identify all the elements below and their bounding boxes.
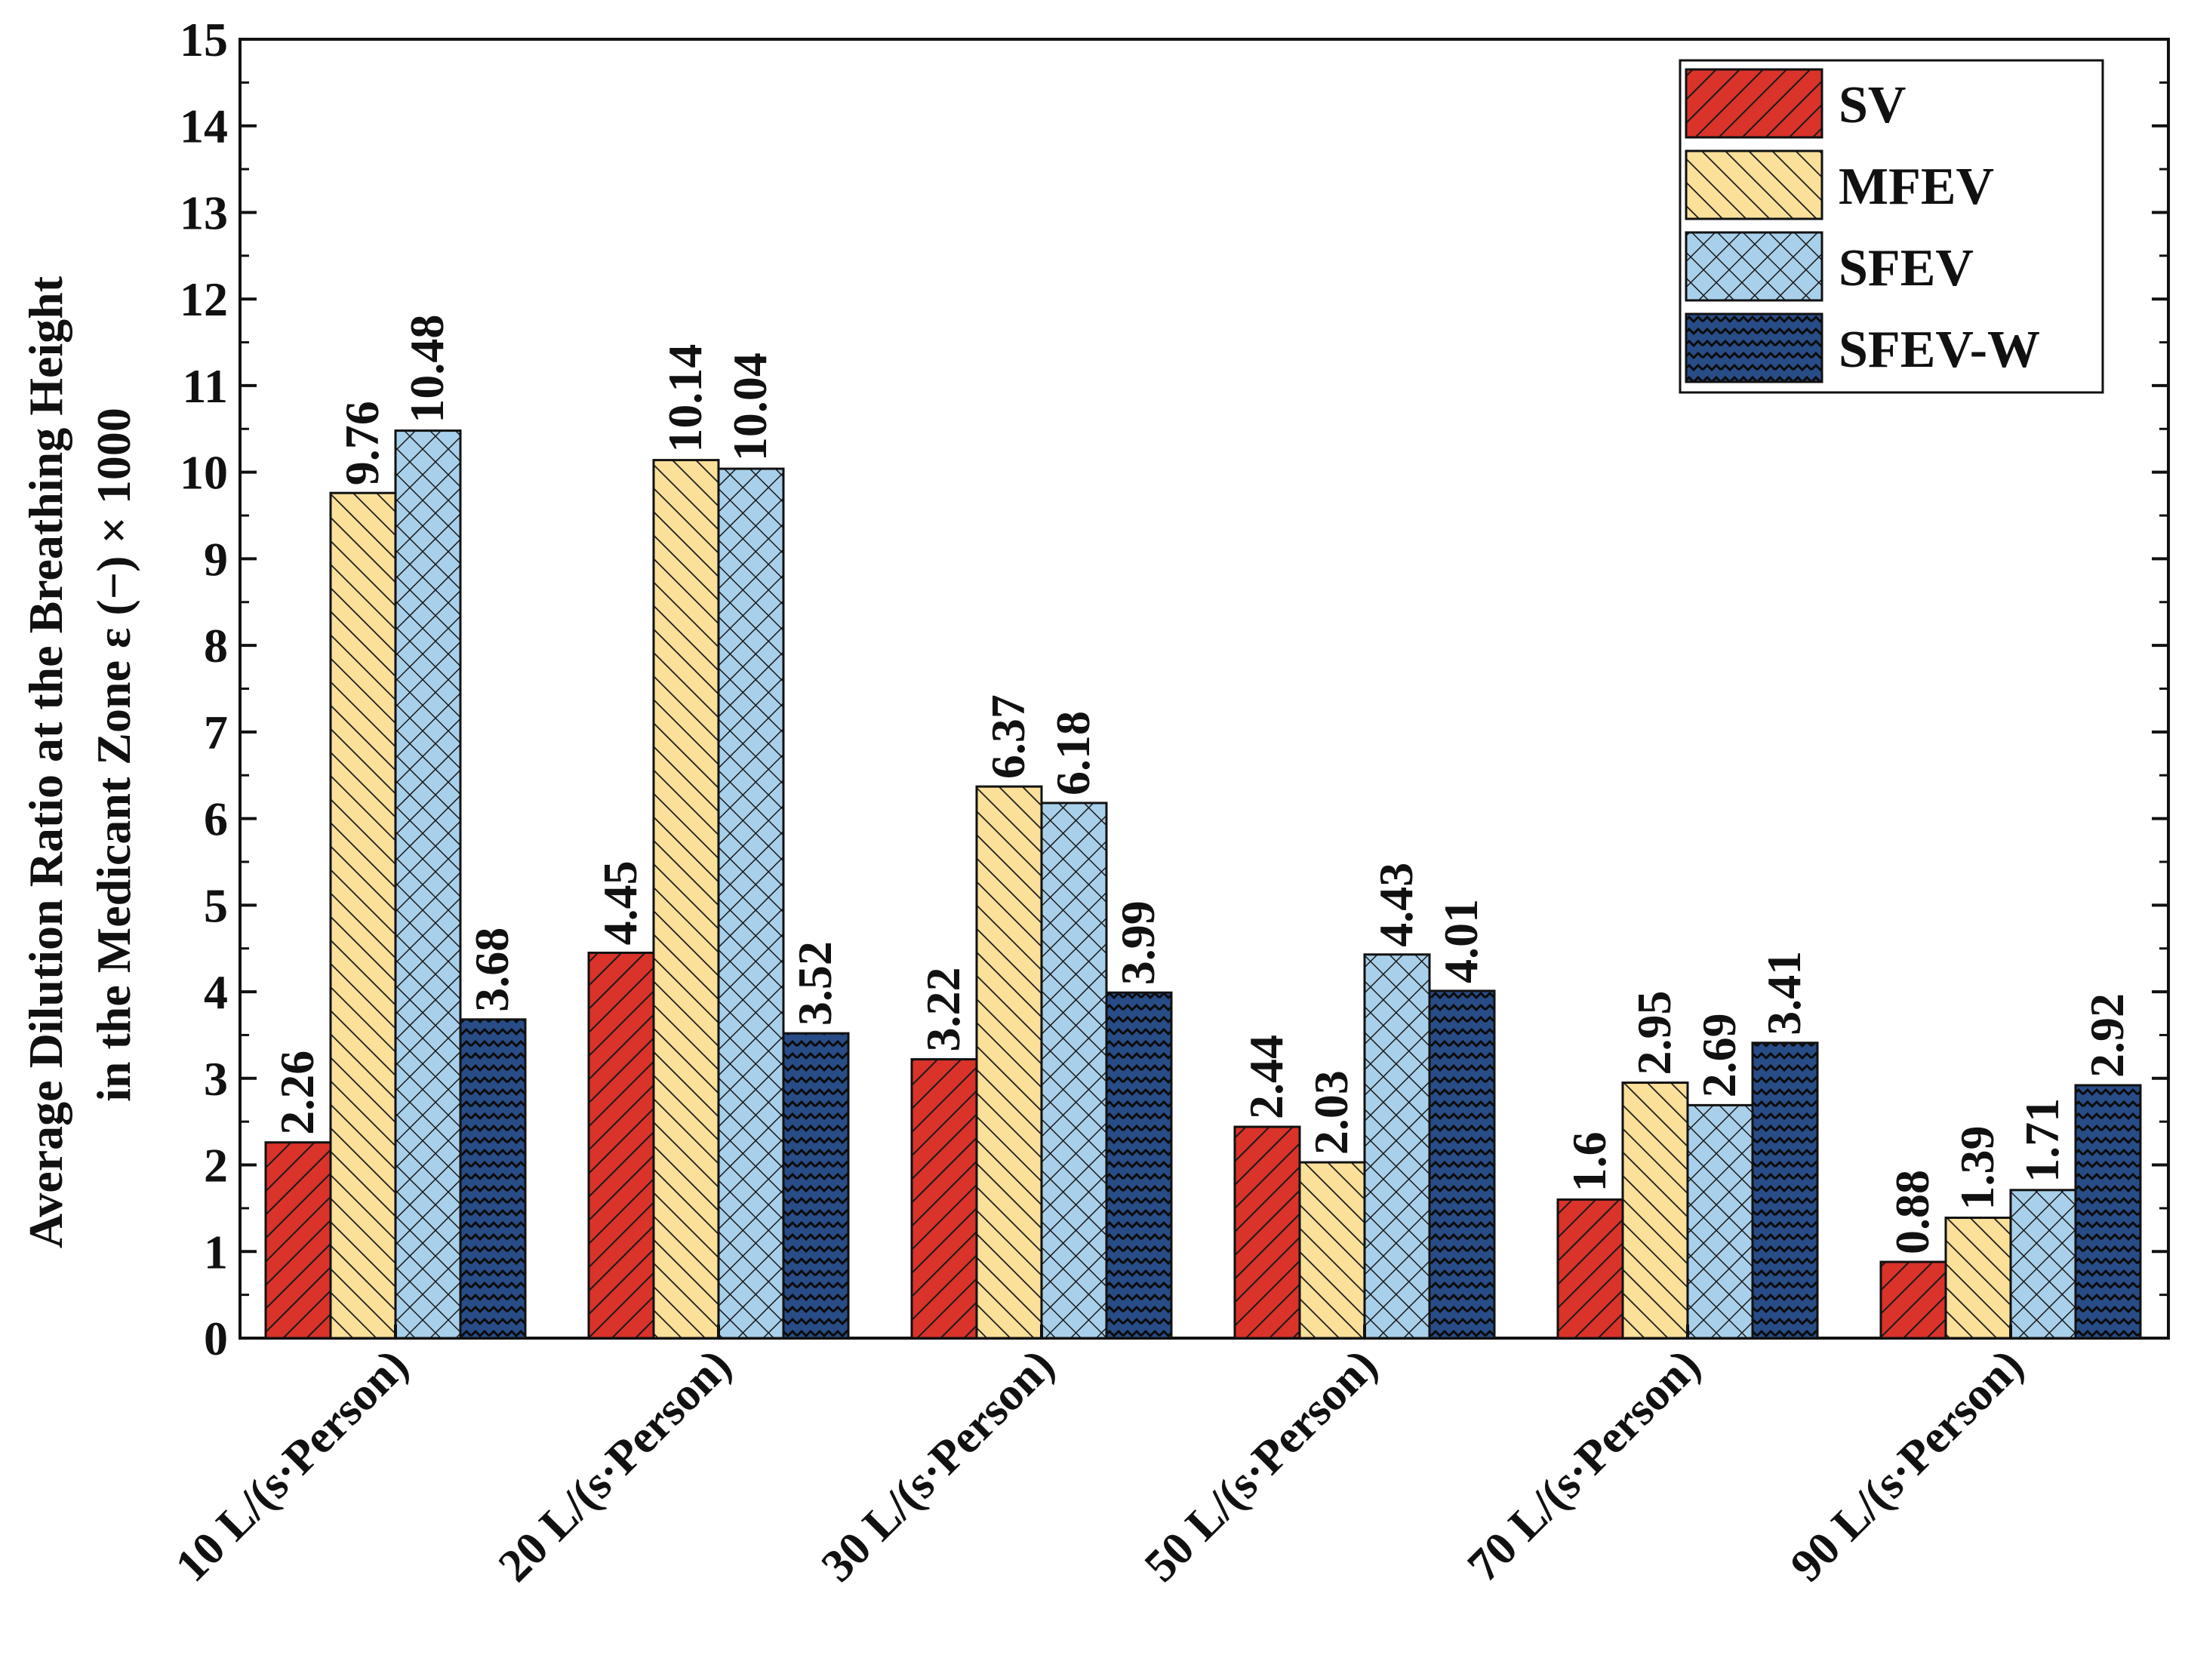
bar-sv-3 (910, 1058, 978, 1340)
y-axis-title-line-2: in the Medicant Zone ε (−) × 1000 (87, 408, 140, 1102)
bar-mfev-3 (975, 785, 1043, 1340)
legend-swatch-sfev (1685, 231, 1823, 302)
data-label: 2.26 (270, 1051, 324, 1135)
data-label: 1.6 (1562, 1131, 1616, 1192)
y-tick-label: 11 (183, 359, 228, 413)
bar-sfev-w-1 (459, 1018, 527, 1340)
bar-sv-6 (1879, 1260, 1947, 1340)
bar-mfev-1 (329, 491, 397, 1340)
y-tick-label: 8 (204, 619, 228, 672)
bar-sfev-2 (717, 467, 785, 1340)
y-tick-label: 7 (204, 706, 228, 759)
y-tick-label: 12 (180, 272, 228, 326)
data-label: 4.45 (593, 860, 647, 945)
data-label: 2.95 (1627, 991, 1681, 1075)
data-label: 10.48 (400, 315, 454, 423)
data-label: 4.43 (1369, 863, 1423, 947)
bar-sfev-w-6 (2074, 1084, 2142, 1340)
data-label: 10.14 (658, 344, 712, 453)
legend-swatch-mfev (1685, 149, 1823, 220)
legend-label-sfev-w: SFEV-W (1839, 321, 2040, 379)
legend-swatch-sv (1685, 68, 1823, 139)
data-label: 3.52 (788, 941, 842, 1026)
y-tick-label: 14 (180, 100, 228, 153)
legend-label-mfev: MFEV (1839, 158, 1994, 216)
data-label: 10.04 (723, 352, 777, 461)
data-label: 2.92 (2080, 993, 2134, 1078)
y-tick-label: 2 (204, 1139, 228, 1192)
bar-sfev-1 (394, 429, 462, 1340)
data-label: 1.39 (1950, 1126, 2004, 1211)
x-tick-label: 50 L/(s·Person) (1135, 1340, 1387, 1592)
y-tick-label: 6 (204, 792, 228, 846)
bar-mfev-2 (652, 459, 720, 1340)
legend-label-sfev: SFEV (1839, 239, 1974, 297)
data-label: 2.03 (1304, 1070, 1358, 1155)
data-label: 3.22 (916, 968, 970, 1052)
bar-sfev-3 (1040, 802, 1108, 1340)
y-tick-label: 4 (204, 965, 228, 1019)
bar-mfev-4 (1298, 1161, 1366, 1340)
data-label: 2.69 (1692, 1013, 1746, 1097)
data-label: 3.68 (465, 928, 519, 1012)
bar-sv-2 (587, 951, 655, 1340)
data-label: 6.18 (1046, 711, 1100, 795)
x-tick-label: 30 L/(s·Person) (812, 1340, 1064, 1592)
y-tick-label: 5 (204, 878, 228, 932)
data-label: 0.88 (1885, 1170, 1939, 1254)
data-label: 2.44 (1239, 1035, 1293, 1119)
data-label: 3.99 (1111, 900, 1165, 985)
y-tick-label: 3 (204, 1052, 228, 1106)
bar-mfev-6 (1944, 1217, 2012, 1340)
bar-sfev-w-4 (1428, 989, 1496, 1340)
bar-sv-1 (264, 1141, 332, 1340)
y-tick-label: 1 (204, 1225, 228, 1278)
data-label: 1.71 (2015, 1098, 2069, 1183)
legend-label-sv: SV (1839, 76, 1906, 134)
bar-mfev-5 (1621, 1082, 1689, 1340)
y-tick-label: 13 (180, 186, 228, 239)
legend-swatch-sfev-w (1685, 312, 1823, 383)
y-tick-label: 9 (204, 532, 228, 586)
y-axis-title-line-1: Average Dilution Ratio at the Breathing … (19, 275, 72, 1248)
x-tick-label: 70 L/(s·Person) (1458, 1340, 1710, 1592)
bar-sfev-w-2 (782, 1032, 850, 1340)
data-label: 9.76 (335, 401, 389, 485)
bar-sfev-w-3 (1105, 991, 1173, 1340)
bar-sfev-6 (2009, 1189, 2077, 1340)
x-tick-label: 20 L/(s·Person) (489, 1340, 741, 1592)
bar-sv-4 (1233, 1125, 1301, 1340)
data-label: 6.37 (981, 694, 1035, 779)
data-label: 3.41 (1757, 951, 1811, 1035)
bar-sfev-4 (1363, 953, 1431, 1340)
legend: SV MFEV SFEV SFEV-W (1679, 59, 2104, 394)
y-tick-label: 0 (204, 1312, 228, 1365)
y-tick-label: 15 (180, 13, 228, 66)
bar-sfev-w-5 (1751, 1042, 1819, 1340)
y-tick-label: 10 (180, 446, 228, 500)
data-label: 4.01 (1434, 899, 1488, 983)
bar-sfev-5 (1686, 1103, 1754, 1340)
x-tick-label: 10 L/(s·Person) (166, 1340, 418, 1592)
bar-sv-5 (1556, 1198, 1624, 1340)
x-tick-label: 90 L/(s·Person) (1781, 1340, 2033, 1592)
